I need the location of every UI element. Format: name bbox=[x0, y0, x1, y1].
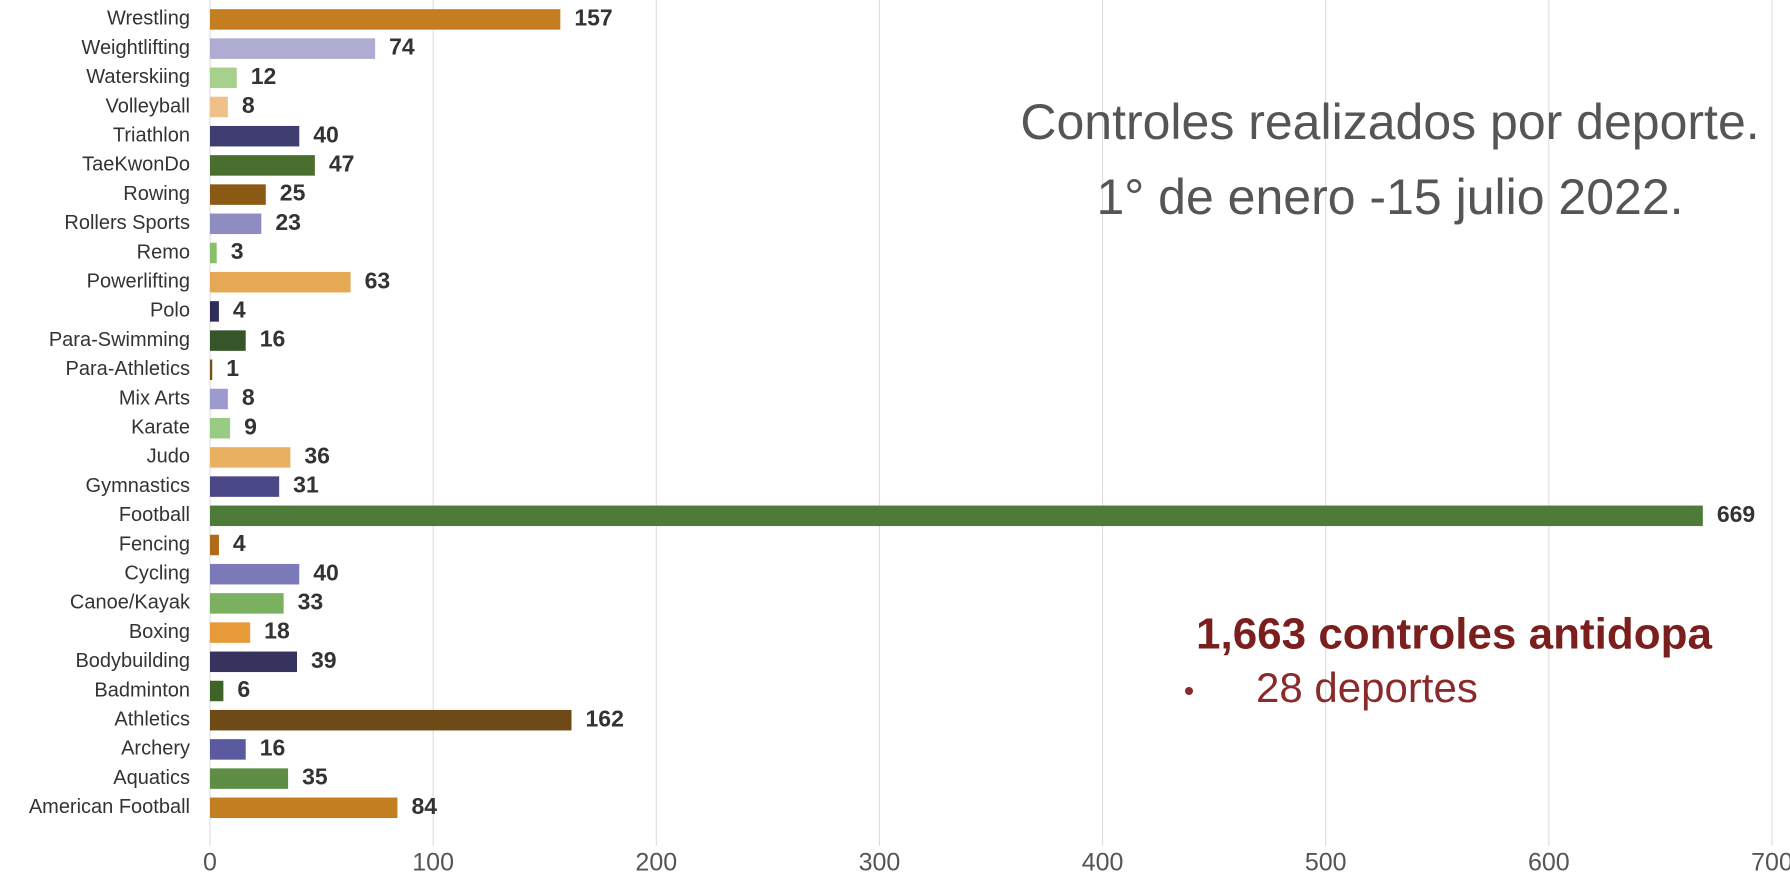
data-label: 3 bbox=[231, 238, 244, 264]
y-tick-label: Para-Swimming bbox=[49, 329, 190, 351]
bar bbox=[210, 652, 297, 673]
bar bbox=[210, 9, 560, 30]
data-label: 40 bbox=[313, 559, 339, 585]
chart: Controles realizados por deporte. 1° de … bbox=[0, 0, 1790, 877]
data-label: 4 bbox=[233, 296, 246, 322]
bar bbox=[210, 214, 261, 235]
y-tick-label: Rollers Sports bbox=[64, 212, 190, 234]
data-label: 16 bbox=[260, 326, 286, 352]
x-tick-label: 100 bbox=[412, 849, 454, 877]
bar bbox=[210, 535, 219, 556]
bar bbox=[210, 739, 246, 760]
x-tick-label: 400 bbox=[1082, 849, 1124, 877]
y-tick-label: Mix Arts bbox=[119, 387, 190, 409]
bar bbox=[210, 68, 237, 89]
bar bbox=[210, 418, 230, 439]
y-tick-label: Karate bbox=[131, 416, 190, 438]
bar bbox=[210, 798, 397, 819]
bar bbox=[210, 330, 246, 351]
bar bbox=[210, 681, 223, 702]
bar bbox=[210, 126, 299, 147]
y-tick-label: Boxing bbox=[129, 621, 190, 643]
bar bbox=[210, 622, 250, 643]
bar bbox=[210, 593, 284, 614]
y-tick-label: Canoe/Kayak bbox=[70, 592, 191, 614]
y-tick-label: Volleyball bbox=[105, 95, 190, 117]
bar bbox=[210, 564, 299, 585]
y-tick-label: Para-Athletics bbox=[66, 358, 191, 380]
y-tick-label: Football bbox=[119, 504, 190, 526]
bar bbox=[210, 301, 219, 322]
y-tick-label: Judo bbox=[147, 446, 190, 468]
data-label: 31 bbox=[293, 472, 319, 498]
y-tick-label: Waterskiing bbox=[86, 66, 190, 88]
bar bbox=[210, 272, 351, 293]
data-label: 6 bbox=[237, 676, 250, 702]
y-tick-label: Triathlon bbox=[113, 124, 190, 146]
bar bbox=[210, 710, 571, 731]
x-tick-label: 600 bbox=[1528, 849, 1570, 877]
data-label: 16 bbox=[260, 734, 286, 760]
annotation: 1,663 controles antidopa bbox=[1196, 610, 1712, 659]
y-tick-label: Rowing bbox=[123, 183, 190, 205]
y-tick-label: Wrestling bbox=[107, 8, 190, 30]
data-label: 9 bbox=[244, 413, 257, 439]
chart-title: Controles realizados por deporte. bbox=[1020, 94, 1759, 150]
annotation: 28 deportes bbox=[1256, 664, 1478, 711]
y-tick-label: American Football bbox=[29, 796, 190, 818]
data-label: 35 bbox=[302, 764, 328, 790]
y-tick-label: Athletics bbox=[114, 708, 190, 730]
data-label: 18 bbox=[264, 618, 290, 644]
bar bbox=[210, 447, 290, 468]
data-label: 8 bbox=[242, 92, 255, 118]
chart-subtitle: 1° de enero -15 julio 2022. bbox=[1096, 169, 1683, 225]
data-label: 1 bbox=[226, 355, 239, 381]
x-tick-label: 0 bbox=[203, 849, 217, 877]
y-tick-label: Weightlifting bbox=[81, 37, 190, 59]
bar bbox=[210, 506, 1703, 527]
y-tick-label: Powerlifting bbox=[87, 270, 190, 292]
y-tick-label: Polo bbox=[150, 300, 190, 322]
y-tick-label: Cycling bbox=[124, 562, 190, 584]
bar bbox=[210, 243, 217, 264]
bar bbox=[210, 184, 266, 205]
x-tick-label: 500 bbox=[1305, 849, 1347, 877]
data-label: 157 bbox=[574, 4, 612, 30]
data-label: 40 bbox=[313, 121, 339, 147]
bar bbox=[210, 97, 228, 118]
y-tick-label: Badminton bbox=[94, 679, 190, 701]
data-label: 74 bbox=[389, 34, 415, 60]
data-label: 36 bbox=[304, 442, 330, 468]
bar bbox=[210, 155, 315, 176]
y-tick-label: Aquatics bbox=[113, 767, 190, 789]
x-tick-label: 300 bbox=[859, 849, 901, 877]
data-label: 162 bbox=[585, 705, 623, 731]
data-label: 39 bbox=[311, 647, 337, 673]
y-tick-label: Remo bbox=[137, 241, 190, 263]
data-label: 33 bbox=[298, 588, 324, 614]
data-label: 8 bbox=[242, 384, 255, 410]
bar bbox=[210, 476, 279, 497]
x-tick-label: 700 bbox=[1751, 849, 1790, 877]
data-label: 23 bbox=[275, 209, 301, 235]
data-label: 669 bbox=[1717, 501, 1755, 527]
y-tick-label: Gymnastics bbox=[86, 475, 190, 497]
data-label: 63 bbox=[365, 267, 391, 293]
bar bbox=[210, 389, 228, 410]
bullet bbox=[1185, 687, 1193, 695]
data-label: 25 bbox=[280, 180, 306, 206]
bar bbox=[210, 360, 212, 381]
y-tick-label: TaeKwonDo bbox=[82, 154, 190, 176]
data-label: 47 bbox=[329, 150, 355, 176]
data-label: 12 bbox=[251, 63, 277, 89]
data-label: 84 bbox=[411, 793, 437, 819]
data-label: 4 bbox=[233, 530, 246, 556]
x-tick-label: 200 bbox=[635, 849, 677, 877]
y-tick-label: Archery bbox=[121, 738, 190, 760]
bar bbox=[210, 38, 375, 59]
y-tick-label: Bodybuilding bbox=[75, 650, 190, 672]
bar bbox=[210, 768, 288, 789]
y-tick-label: Fencing bbox=[119, 533, 190, 555]
